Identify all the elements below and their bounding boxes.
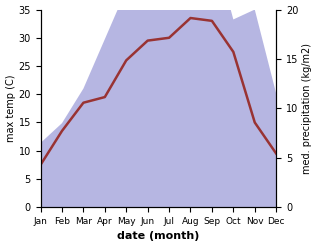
X-axis label: date (month): date (month) xyxy=(117,231,200,242)
Y-axis label: max temp (C): max temp (C) xyxy=(5,75,16,142)
Y-axis label: med. precipitation (kg/m2): med. precipitation (kg/m2) xyxy=(302,43,313,174)
